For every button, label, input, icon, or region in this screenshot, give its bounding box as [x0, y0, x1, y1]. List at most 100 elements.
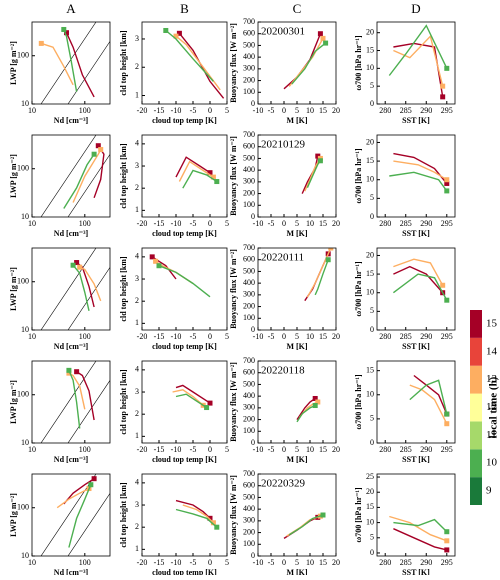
trajectory-line [389, 171, 448, 192]
trajectory-line [68, 484, 92, 548]
x-tick-label: 5 [295, 332, 299, 341]
y-tick-label: 100 [17, 503, 29, 512]
end-marker [317, 31, 323, 37]
end-marker [66, 367, 72, 373]
y-tick-label: 3 [135, 387, 139, 396]
axes-frame [31, 247, 111, 331]
axes-frame [141, 21, 228, 105]
trajectory-line [175, 156, 211, 178]
x-tick-label: -20 [137, 219, 148, 228]
y-tick-label: 0 [251, 438, 255, 447]
end-marker [444, 411, 450, 417]
colorbar-label: local time (h) [488, 376, 500, 438]
end-marker [91, 476, 97, 482]
end-marker [440, 282, 446, 288]
x-tick-label: -15 [154, 332, 165, 341]
x-tick-label: 0 [282, 445, 286, 454]
end-marker [440, 83, 446, 89]
y-tick-label: 1 [135, 431, 139, 440]
x-tick-label: 10 [306, 445, 314, 454]
end-marker [91, 151, 97, 157]
end-marker [63, 30, 69, 36]
axes-frame [376, 247, 456, 331]
axes-frame [141, 247, 228, 331]
x-tick-label: 280 [379, 445, 391, 454]
trajectory-line [301, 155, 319, 194]
x-tick-label: -5 [190, 445, 197, 454]
plot-area [389, 515, 450, 553]
plot-area [40, 361, 110, 443]
column-header: B [180, 1, 189, 16]
y-axis-label: LWP [g m⁻²] [9, 493, 18, 537]
axes-frame [31, 473, 111, 557]
x-axis-label: SST [K] [402, 455, 430, 464]
x-tick-label: -15 [154, 558, 165, 567]
end-marker [440, 94, 446, 100]
y-tick-label: 300 [243, 403, 255, 412]
x-tick-label: 5 [225, 106, 229, 115]
y-tick-label: 0 [370, 438, 374, 447]
x-axis-label: M [K] [286, 568, 307, 575]
y-tick-label: 600 [243, 368, 255, 377]
x-axis-label: cloud top temp [K] [152, 455, 217, 464]
x-tick-label: 10 [28, 445, 36, 454]
end-marker [210, 520, 216, 526]
end-marker [163, 27, 169, 33]
y-tick-label: 15 [366, 156, 374, 165]
y-tick-label: 10 [366, 390, 374, 399]
x-axis-label: M [K] [286, 116, 307, 125]
y-axis-label: LWP [g m⁻²] [9, 41, 18, 85]
end-marker [320, 35, 326, 41]
x-tick-label: 0 [282, 219, 286, 228]
trajectory-line [304, 158, 321, 192]
end-marker [207, 515, 213, 521]
plot-area [296, 395, 321, 423]
x-tick-label: -10 [253, 219, 264, 228]
axes-frame [376, 473, 456, 557]
end-marker [315, 399, 321, 405]
trajectory-line [291, 42, 327, 85]
trajectory-line [63, 153, 95, 209]
x-tick-label: 295 [441, 106, 453, 115]
y-tick-label: 0 [370, 325, 374, 334]
y-tick-label: 300 [243, 290, 255, 299]
x-tick-label: 290 [420, 106, 432, 115]
trajectory-line [393, 160, 448, 181]
x-tick-label: 290 [420, 445, 432, 454]
end-marker [149, 254, 155, 260]
axes-frame [31, 360, 111, 444]
y-axis-label: Buoyancy flux [W m⁻²] [229, 249, 238, 329]
reference-line [67, 379, 110, 443]
y-tick-label: 20 [366, 28, 374, 37]
x-tick-label: 0 [208, 332, 212, 341]
y-tick-label: 500 [243, 379, 255, 388]
end-marker [214, 524, 220, 530]
x-tick-label: -10 [253, 558, 264, 567]
x-tick-label: 5 [225, 558, 229, 567]
plot-area [301, 153, 323, 194]
y-tick-label: 100 [17, 164, 29, 173]
trajectory-line [56, 487, 90, 509]
date-label: 20210129 [261, 139, 306, 151]
trajectory-line [393, 518, 448, 533]
end-marker [74, 260, 80, 266]
y-axis-label: LWP [g m⁻²] [9, 154, 18, 198]
y-tick-label: 0 [251, 99, 255, 108]
y-tick-label: 1 [135, 544, 139, 553]
x-axis-label: SST [K] [402, 229, 430, 238]
trajectory-line [409, 379, 448, 415]
y-tick-label: 1 [135, 90, 139, 99]
column-header: D [411, 1, 420, 16]
end-marker [444, 180, 450, 186]
plot-area [172, 384, 213, 411]
colorbar-segment [470, 393, 482, 422]
colorbar-segment [470, 421, 482, 450]
x-tick-label: 5 [295, 558, 299, 567]
plot-area [163, 27, 225, 99]
x-tick-label: 280 [379, 106, 391, 115]
y-tick-label: 100 [243, 87, 255, 96]
y-axis-label: ω700 [hPa hr⁻¹] [354, 35, 363, 90]
plot-area [283, 31, 329, 90]
y-tick-label: 100 [17, 51, 29, 60]
end-marker [176, 30, 182, 36]
